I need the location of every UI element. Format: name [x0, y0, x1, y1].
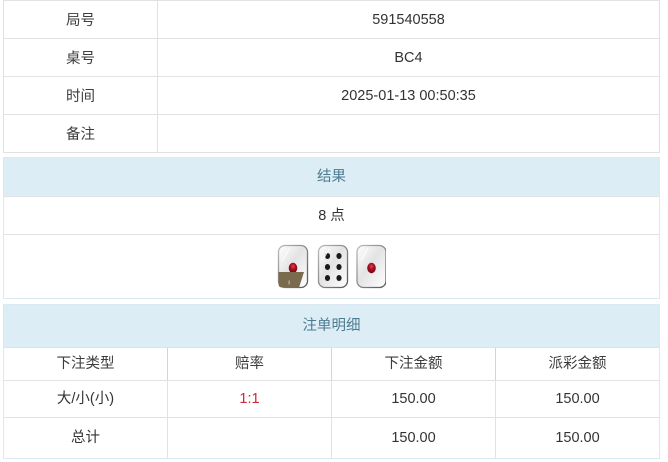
svg-text:i: i — [288, 279, 289, 286]
